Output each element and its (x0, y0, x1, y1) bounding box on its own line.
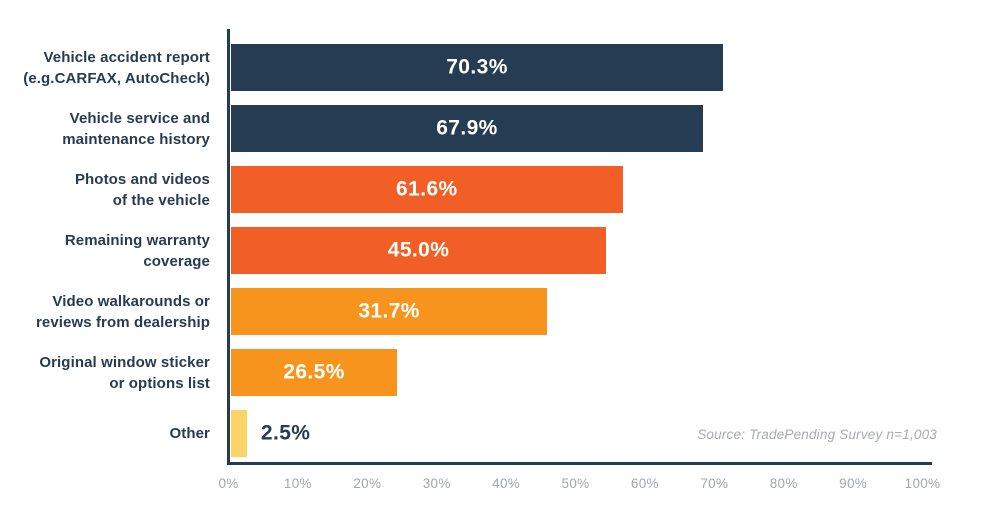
category-label: Vehicle accident report (e.g.CARFAX, Auto… (23, 48, 210, 87)
x-axis-tick-label: 0% (218, 476, 239, 491)
category-label: Remaining warranty coverage (64, 231, 210, 270)
bar-value-label: 2.5% (260, 421, 311, 445)
x-axis-tick-label: 50% (561, 476, 590, 491)
bar-value-label: 67.9% (436, 116, 498, 140)
y-axis-line (227, 29, 230, 465)
x-axis-tick-label: 40% (492, 476, 521, 491)
bar: 26.5% (231, 349, 398, 396)
bar-value-label: 45.0% (387, 238, 450, 262)
category-label: Vehicle service and maintenance history (62, 109, 210, 148)
bar-row: Other 2.5% (0, 410, 1000, 457)
x-axis-tick-label: 20% (353, 476, 382, 491)
category-label: Photos and videos of the vehicle (74, 170, 210, 209)
bar-row: Remaining warranty coverage 45.0% (0, 227, 1000, 274)
bar-row: Photos and videos of the vehicle 61.6% (0, 166, 1000, 213)
bar-row: Vehicle service and maintenance history 67… (0, 105, 1000, 152)
bar: 61.6% (231, 166, 623, 213)
x-axis-line (227, 462, 932, 465)
x-axis-tick-label: 100% (904, 476, 941, 491)
bar-value-label: 61.6% (396, 177, 458, 201)
bar-row: Video walkarounds or reviews from dealers… (0, 288, 1000, 335)
bar: 67.9% (231, 105, 703, 152)
bar-value-label: 31.7% (358, 299, 420, 323)
bar-row: Original window sticker or options list 26… (0, 349, 1000, 396)
category-label: Other (169, 425, 210, 442)
x-axis-tick-label: 80% (769, 476, 798, 491)
x-axis-tick-label: 10% (283, 476, 312, 491)
bar-row: Vehicle accident report (e.g.CARFAX, Auto… (0, 44, 1000, 91)
bar: 31.7% (231, 288, 548, 335)
bar-value-label: 70.3% (446, 55, 508, 79)
bar: 45.0% (231, 227, 607, 274)
x-axis-tick-label: 60% (630, 476, 659, 491)
x-axis-tick-label: 90% (839, 476, 868, 491)
bar-value-label: 26.5% (283, 360, 345, 384)
category-label: Original window sticker or options list (39, 353, 210, 392)
bar: 70.3% (231, 44, 723, 91)
x-axis-tick-label: 30% (422, 476, 451, 491)
x-axis-tick-label: 70% (700, 476, 729, 491)
category-label: Video walkarounds or reviews from dealers… (35, 292, 210, 331)
bar (231, 410, 247, 457)
source-note: Source: TradePending Survey n=1,003 (697, 427, 937, 442)
